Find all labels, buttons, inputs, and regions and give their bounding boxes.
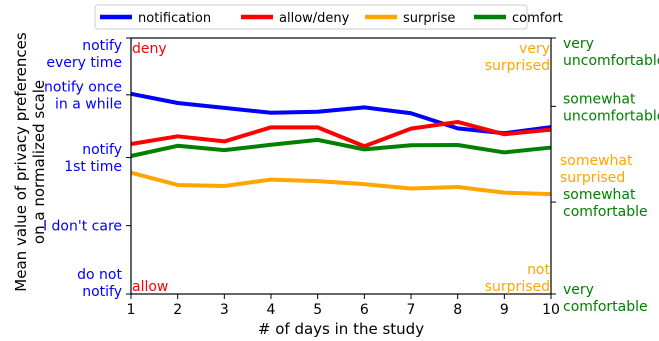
left-tick-label: I don't care [43,219,122,235]
right-tick-label: somewhat comfortable [563,187,648,220]
left-tick-label-line: notify [82,142,122,158]
x-tick-label: 3 [220,302,229,318]
left-tick-label-line: do not [77,267,122,283]
x-axis: 1 2 3 4 5 6 7 8 9 10 [127,294,560,318]
x-tick-label: 1 [127,302,136,318]
annotation-very-surprised: very surprised [485,41,550,74]
annotation-allow: allow [132,279,168,295]
x-tick-label: 10 [542,302,560,318]
right-tick-label-line: somewhat [563,91,636,107]
right-tick-label: very uncomfortable [563,36,659,69]
right-surprise-label-line: surprised [560,170,625,186]
x-tick-label: 6 [360,302,369,318]
left-tick-label: do not notify [77,267,122,300]
right-tick-label-line: uncomfortable [563,108,659,124]
annotation-deny-line: deny [132,41,167,57]
legend-label: allow/deny [279,11,350,26]
y-axis-label-line: Mean value of privacy preferences [12,32,30,292]
annotation-very-surprised-line: very [519,41,550,57]
left-tick-label-line: notify [82,284,122,300]
right-tick-label-line: uncomfortable [563,53,659,69]
x-tick-label: 2 [173,302,182,318]
right-tick-label-line: somewhat [563,187,636,203]
right-surprise-label-line: somewhat [560,153,633,169]
legend-label: surprise [403,11,455,26]
right-tick-label: very comfortable [563,282,648,315]
right-tick-label: somewhat uncomfortable [563,91,659,124]
left-tick-label-line: notify once [44,79,122,95]
right-tick-label-line: comfortable [563,299,648,315]
left-tick-label: notify 1st time [64,142,122,175]
series-line-allow-deny [130,119,552,149]
series-line-notification [130,91,552,136]
left-tick-label: notify every time [46,38,122,71]
legend-frame [94,4,528,30]
y-axis-label: Mean value of privacy preferenceson a no… [12,32,48,292]
series-line-surprise [130,170,552,197]
annotation-allow-line: allow [132,279,168,295]
series-line-comfort [130,137,552,158]
left-tick-label-line: 1st time [64,159,122,175]
series-layer [130,91,552,197]
legend: notification allow/deny surprise comfort [94,4,563,30]
right-tick-label-line: very [563,36,594,52]
annotation-not-surprised-line: surprised [485,279,550,295]
left-tick-label-line: every time [46,55,122,71]
legend-label: notification [138,11,211,26]
x-axis-label: # of days in the study [258,320,424,338]
annotation-not-surprised: not surprised [485,262,551,295]
annotation-not-surprised-line: not [527,262,550,278]
x-tick-label: 4 [267,302,276,318]
right-tick-label-line: comfortable [563,204,648,220]
legend-label: comfort [512,11,563,26]
plot-frame [130,37,552,295]
y-axis-label-line: on a normalized scale [30,80,48,244]
annotation-very-surprised-line: surprised [485,58,550,74]
left-tick-label-line: notify [82,38,122,54]
left-tick-label-line: I don't care [43,219,122,235]
right-tick-label-line: very [563,282,594,298]
left-tick-label-line: in a while [55,96,122,112]
x-tick-label: 5 [313,302,322,318]
x-tick-label: 7 [407,302,416,318]
right-surprise-label: somewhat surprised [560,153,633,186]
annotation-deny: deny [132,41,167,57]
left-tick-label: notify once in a while [44,79,122,112]
x-tick-label: 9 [500,302,509,318]
x-tick-label: 8 [453,302,462,318]
